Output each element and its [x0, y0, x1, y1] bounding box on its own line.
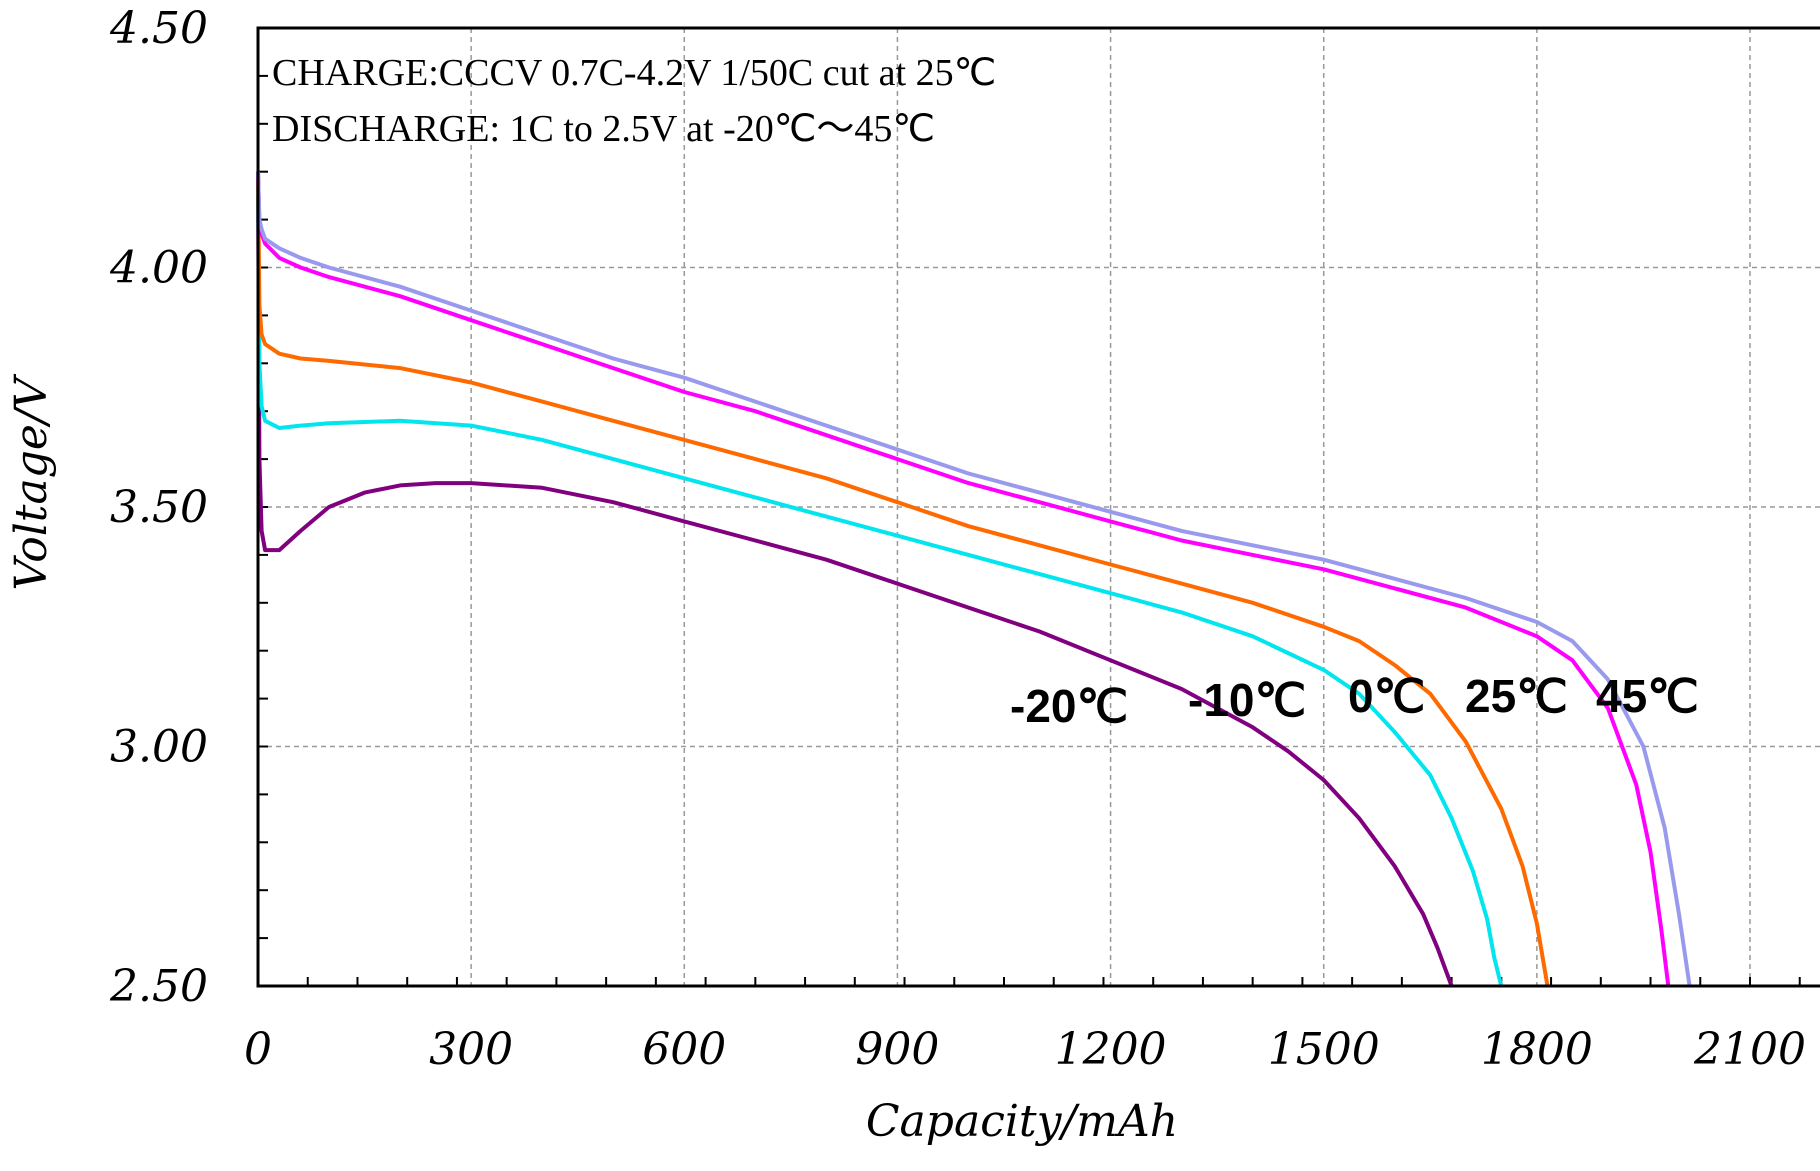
- series-label: -10℃: [1188, 674, 1306, 726]
- series-label: 0℃: [1348, 670, 1425, 722]
- x-tick-label: 1200: [1055, 1024, 1167, 1075]
- x-tick-label: 1800: [1481, 1024, 1593, 1075]
- series-label: -20℃: [1010, 680, 1128, 732]
- grid: [258, 28, 1820, 986]
- series-labels: -20℃ -10℃ 0℃ 25℃ 45℃: [1010, 670, 1699, 732]
- series-line: [256, 171, 1550, 987]
- series-line: [256, 171, 1454, 987]
- x-tick-label: 900: [855, 1024, 939, 1075]
- tick-labels: 0 300 600 900 1200 1500 1800 2100 2.50 3.00 3.50 4.…: [109, 3, 1806, 1075]
- plot-frame: [256, 26, 1820, 988]
- series-label: 25℃: [1465, 670, 1568, 722]
- series-line: [256, 171, 1504, 987]
- y-axis-title: Voltage/V: [6, 373, 57, 590]
- x-tick-label: 300: [429, 1024, 513, 1075]
- y-tick-label: 3.00: [110, 722, 208, 773]
- y-tick-label: 4.50: [109, 3, 208, 54]
- series-line: [256, 171, 1671, 987]
- charge-note: CHARGE:CCCV 0.7C-4.2V 1/50C cut at 25℃: [272, 52, 996, 94]
- x-tick-label: 2100: [1693, 1024, 1806, 1075]
- y-tick-label: 3.50: [110, 482, 208, 533]
- y-tick-label: 2.50: [109, 961, 208, 1012]
- x-tick-label: 600: [642, 1024, 726, 1075]
- y-tick-label: 4.00: [109, 243, 208, 294]
- x-tick-label: 0: [244, 1024, 272, 1075]
- minor-ticks: [258, 27, 1801, 986]
- discharge-note: DISCHARGE: 1C to 2.5V at -20℃～45℃: [272, 108, 935, 150]
- x-axis-title: Capacity/mAh: [866, 1096, 1178, 1147]
- x-tick-label: 1500: [1268, 1024, 1380, 1075]
- series-line: [256, 171, 1692, 987]
- series-lines: [256, 171, 1692, 987]
- series-label: 45℃: [1596, 670, 1699, 722]
